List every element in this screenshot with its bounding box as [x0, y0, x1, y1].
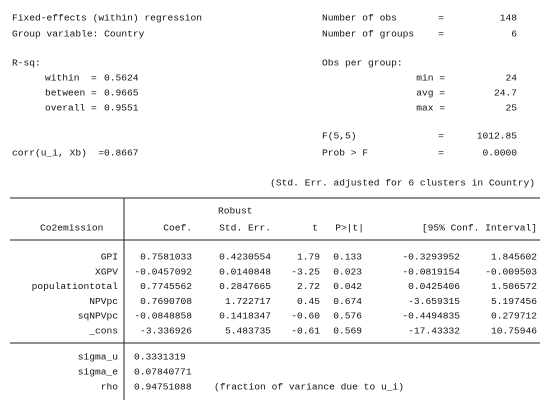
obs-label: Obs per group:: [322, 58, 403, 69]
sigma-value: 0.3331319: [134, 352, 186, 363]
test-sign: =: [438, 148, 444, 159]
cell: 0.674: [333, 296, 362, 307]
sigma-value: 0.07840771: [134, 367, 192, 378]
cell: -0.61: [291, 326, 320, 337]
column-header: Std. Err.: [219, 223, 271, 234]
stat-sign: =: [438, 13, 444, 24]
column-header: Coef.: [163, 223, 192, 234]
cell: 5.483735: [225, 326, 271, 337]
row-label: sqNPVpc: [78, 311, 119, 322]
test-label: Prob > F: [322, 148, 368, 159]
cell: 0.133: [333, 252, 362, 263]
cell: 5.197456: [491, 296, 537, 307]
cell: 0.2847665: [219, 281, 271, 292]
obs-name: min =: [416, 73, 445, 84]
row-label: NPVpc: [89, 296, 118, 307]
cell: -17.43332: [408, 326, 460, 337]
stat-value: 6: [511, 29, 517, 40]
title: Fixed-effects (within) regression: [12, 13, 202, 24]
sigma-label: sigma_u: [78, 352, 118, 363]
stat-label: Number of groups: [322, 29, 414, 40]
row-label: populationtotal: [32, 281, 119, 292]
cell: 10.75946: [491, 326, 537, 337]
obs-name: max =: [416, 103, 445, 114]
rsq-name: between =: [45, 88, 97, 99]
row-label: XGPV: [95, 266, 118, 277]
test-sign: =: [438, 131, 444, 142]
cell: 2.72: [297, 281, 320, 292]
cell: -0.0848858: [134, 311, 192, 322]
cell: 0.7690708: [140, 296, 192, 307]
cell: 0.7745562: [140, 281, 192, 292]
cell: 0.042: [333, 281, 362, 292]
stat-sign: =: [438, 29, 444, 40]
rsq-name: overall =: [45, 103, 97, 114]
column-header: t: [312, 223, 318, 234]
row-label: GPI: [101, 252, 118, 263]
obs-value: 25: [505, 103, 517, 114]
rsq-value: 0.9665: [104, 88, 139, 99]
cell: 0.4230554: [219, 252, 271, 263]
group-variable: Group variable: Country: [12, 29, 145, 40]
table-note: (Std. Err. adjusted for 6 clusters in Co…: [270, 178, 535, 189]
rsq-value: 0.5624: [104, 73, 139, 84]
rsq-name: within =: [45, 73, 97, 84]
cell: -3.659315: [408, 296, 460, 307]
test-value: 1012.85: [477, 131, 518, 142]
row-label: _cons: [88, 326, 118, 337]
stat-value: 148: [500, 13, 518, 24]
cell: 1.845602: [491, 252, 537, 263]
column-header: Co2emission: [40, 223, 103, 234]
header-top: Robust: [218, 206, 253, 217]
sigma-label: sigma_e: [78, 367, 119, 378]
corr-label: corr(u_i, Xb) =: [12, 148, 104, 159]
cell: -0.0457092: [134, 266, 192, 277]
corr-value: 0.8667: [104, 148, 139, 159]
cell: -0.4494835: [402, 311, 460, 322]
test-value: 0.0000: [482, 148, 517, 159]
obs-value: 24.7: [494, 88, 517, 99]
cell: 1.506572: [491, 281, 537, 292]
sigma-label: rho: [101, 382, 119, 393]
stat-label: Number of obs: [322, 13, 397, 24]
cell: -0.009503: [485, 266, 537, 277]
rsq-label: R-sq:: [12, 58, 41, 69]
cell: 0.0140848: [219, 266, 271, 277]
cell: 0.1418347: [219, 311, 271, 322]
obs-value: 24: [505, 73, 517, 84]
cell: -3.25: [291, 266, 320, 277]
cell: -0.0819154: [402, 266, 460, 277]
rsq-value: 0.9551: [104, 103, 139, 114]
cell: 0.023: [333, 266, 362, 277]
column-header: P>|t|: [335, 223, 364, 234]
sigma-value: 0.94751088: [134, 382, 192, 393]
sigma-note: (fraction of variance due to u_i): [214, 382, 404, 393]
cell: 0.45: [297, 296, 320, 307]
cell: 0.7581033: [140, 252, 192, 263]
cell: -3.336926: [140, 326, 192, 337]
obs-name: avg =: [416, 88, 445, 99]
test-label: F(5,5): [322, 131, 357, 142]
cell: 0.0425406: [408, 281, 460, 292]
cell: -0.60: [291, 311, 320, 322]
cell: 0.576: [333, 311, 362, 322]
cell: -0.3293952: [402, 252, 460, 263]
cell: 1.722717: [225, 296, 271, 307]
column-header: [95% Conf. Interval]: [422, 223, 537, 234]
cell: 0.279712: [491, 311, 537, 322]
cell: 0.569: [333, 326, 362, 337]
cell: 1.79: [297, 252, 320, 263]
